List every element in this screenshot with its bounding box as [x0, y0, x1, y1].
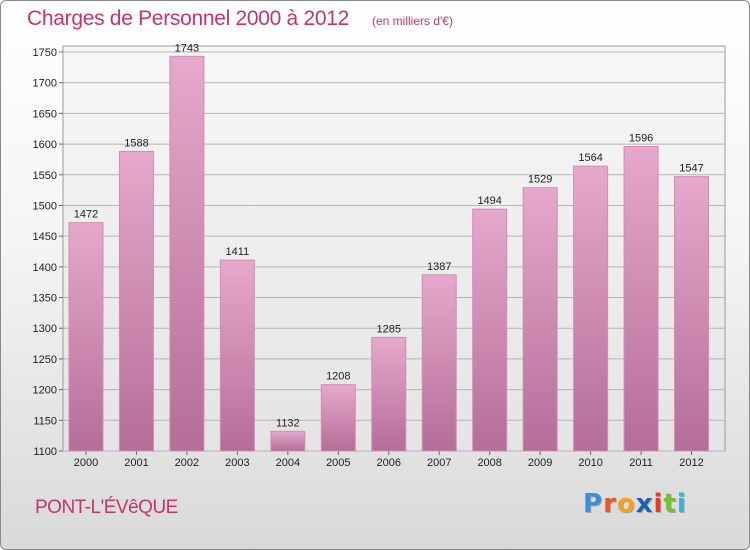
logo-letter: o [616, 489, 636, 519]
data-label: 1132 [276, 417, 300, 429]
y-tick-label: 1150 [33, 415, 57, 427]
x-tick-label: 2006 [377, 457, 401, 469]
y-tick-label: 1500 [33, 200, 57, 212]
bar-2002 [169, 55, 205, 452]
bar-2006 [371, 336, 407, 452]
bar-2001 [118, 150, 154, 452]
x-tick-label: 2008 [477, 457, 501, 469]
x-tick-label: 2012 [679, 457, 703, 469]
x-tick-label: 2000 [74, 457, 98, 469]
x-tick-label: 2007 [427, 457, 451, 469]
data-label: 1564 [578, 152, 602, 164]
bar-2007 [421, 274, 457, 452]
bar-2004 [270, 430, 306, 452]
x-tick-label: 2010 [578, 457, 602, 469]
x-tick-label: 2009 [528, 457, 552, 469]
y-tick-label: 1650 [33, 108, 57, 120]
data-label: 1494 [477, 195, 501, 207]
logo-letter: r [603, 489, 617, 519]
y-tick-label: 1600 [33, 139, 57, 151]
x-tick-label: 2001 [124, 457, 148, 469]
x-tick-label: 2004 [276, 457, 300, 469]
y-tick-label: 1750 [33, 47, 57, 59]
logo-letter: i [676, 489, 687, 519]
y-tick-label: 1100 [33, 446, 57, 458]
logo-letter: i [653, 489, 664, 519]
x-tick-label: 2003 [225, 457, 249, 469]
data-label: 1529 [528, 174, 552, 186]
data-label: 1588 [124, 137, 148, 149]
bar-2011 [623, 146, 659, 452]
x-tick-label: 2002 [175, 457, 199, 469]
logo-letter: P [583, 489, 604, 519]
y-tick-label: 1450 [33, 231, 57, 243]
data-label: 1208 [326, 371, 350, 383]
bar-2003 [219, 259, 255, 452]
bar-2009 [522, 187, 558, 452]
bar-2008 [472, 208, 508, 452]
y-tick-label: 1350 [33, 293, 57, 305]
bar-2005 [320, 384, 356, 452]
data-label: 1743 [175, 42, 199, 54]
data-label: 1547 [679, 163, 703, 175]
chart-subtitle: (en milliers d'€) [372, 14, 453, 28]
labels: 1100 1150 1200 1250 1300 1350 1400 1450 1500 1550… [33, 42, 704, 469]
bars [68, 55, 710, 452]
y-tick-label: 1300 [33, 323, 57, 335]
city-name: PONT-L'ÉVêQUE [35, 497, 178, 518]
proxiti-logo: Proxiti [583, 489, 687, 519]
data-label: 1472 [74, 209, 98, 221]
data-label: 1387 [427, 261, 451, 273]
data-label: 1411 [226, 246, 250, 258]
y-tick-label: 1700 [33, 78, 57, 90]
data-label: 1285 [377, 323, 401, 335]
data-label: 1596 [629, 133, 653, 145]
y-tick-label: 1550 [33, 170, 57, 182]
y-tick-label: 1250 [33, 354, 57, 366]
bar-2012 [674, 176, 710, 452]
chart-title: Charges de Personnel 2000 à 2012 [27, 7, 349, 30]
y-tick-label: 1400 [33, 262, 57, 274]
y-tick-label: 1200 [33, 385, 57, 397]
x-tick-label: 2011 [629, 457, 653, 469]
logo-letter: t [663, 489, 677, 519]
x-tick-label: 2005 [326, 457, 350, 469]
bar-2010 [573, 165, 609, 452]
bar-2000 [68, 222, 104, 452]
logo-letter: x [635, 489, 654, 519]
